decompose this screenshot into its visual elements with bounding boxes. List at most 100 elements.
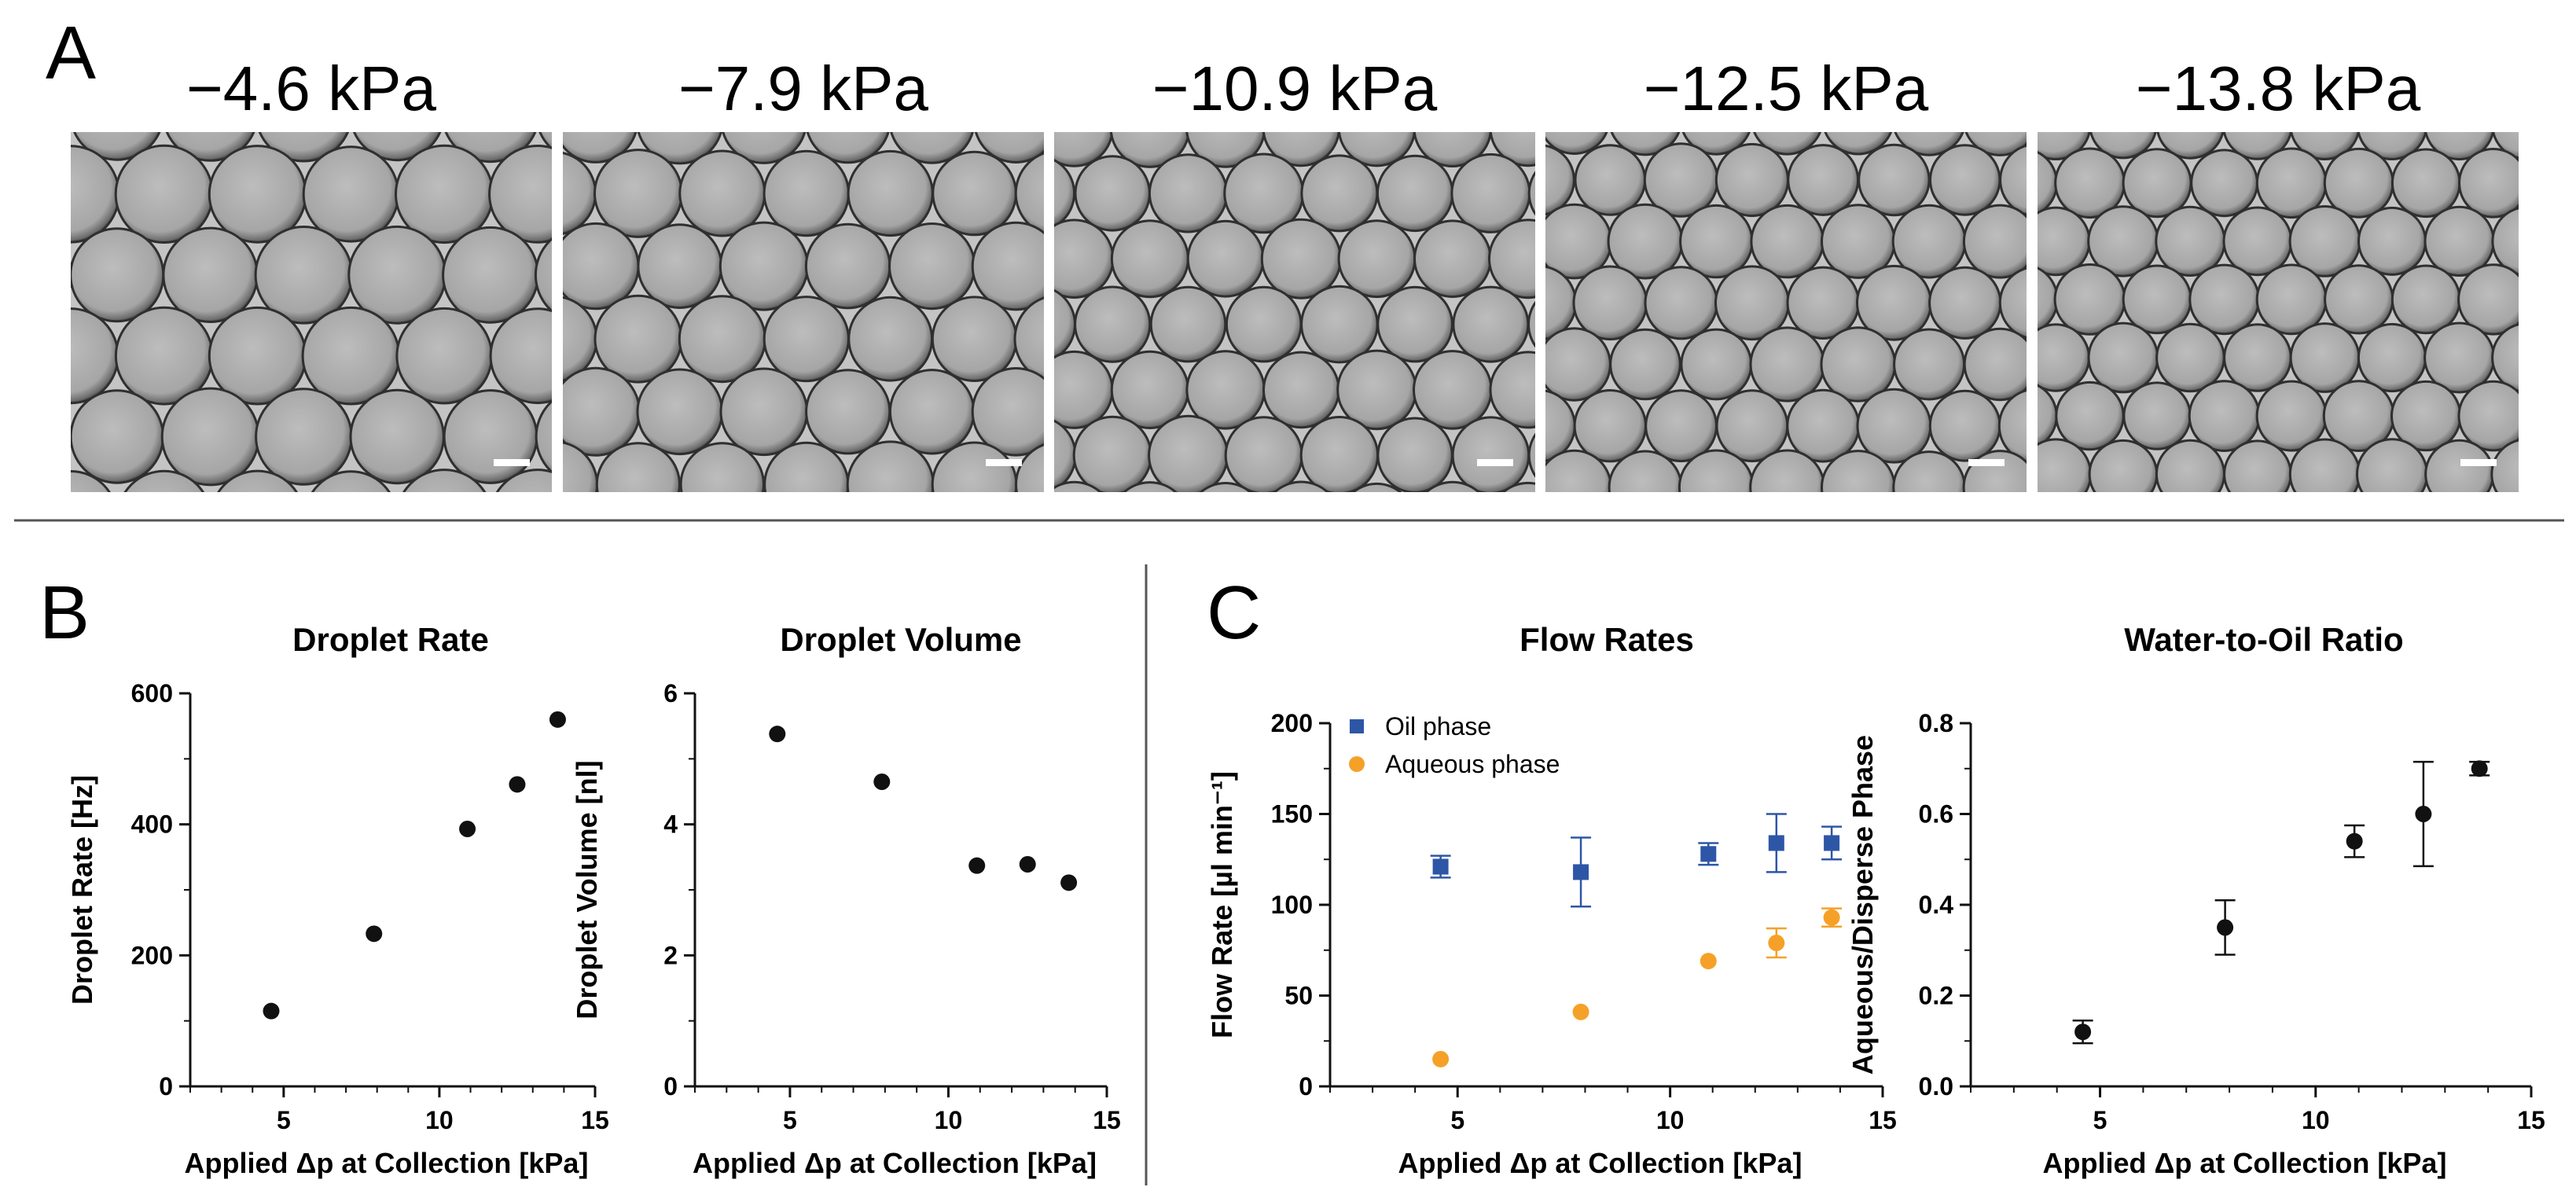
y-axis-label: Droplet Volume [nl] <box>571 760 603 1019</box>
droplet <box>1858 143 1931 217</box>
y-axis-label: Flow Rate [µl min⁻¹] <box>1206 771 1238 1038</box>
x-tick-label: 10 <box>425 1106 454 1134</box>
droplet <box>1260 218 1342 300</box>
y-tick-label: 200 <box>131 941 173 969</box>
droplet <box>2491 207 2519 276</box>
data-point <box>459 821 476 837</box>
droplet <box>71 261 73 288</box>
droplet <box>2424 439 2494 492</box>
x-axis-label: Applied Δp at Collection [kPa] <box>1398 1147 1802 1179</box>
droplet <box>847 149 934 237</box>
droplet <box>2122 381 2192 450</box>
droplet <box>971 367 1044 457</box>
droplet <box>2038 438 2093 492</box>
x-tick-label: 10 <box>1656 1106 1685 1134</box>
droplet <box>2288 438 2361 492</box>
droplet <box>2188 380 2261 452</box>
series-droplet-rate <box>263 711 566 1020</box>
droplet <box>1054 219 1115 299</box>
droplet <box>1962 204 2027 279</box>
data-point <box>263 1002 280 1020</box>
droplet <box>2055 380 2125 451</box>
droplet <box>1928 266 2002 340</box>
y-tick-label: 6 <box>663 679 678 707</box>
series-aqueous-phase <box>1432 907 1843 1068</box>
series-droplet-volume <box>769 726 1078 891</box>
y-tick-label: 0 <box>159 1072 173 1101</box>
droplet <box>1376 154 1454 233</box>
data-point <box>2074 1023 2092 1041</box>
data-point <box>2471 760 2488 777</box>
y-tick-label: 400 <box>131 810 173 839</box>
droplet <box>2038 132 2091 160</box>
series-oil-phase <box>1430 813 1843 908</box>
droplet <box>1351 482 1402 492</box>
x-tick-label: 5 <box>1450 1106 1464 1134</box>
droplet <box>1821 450 1896 492</box>
droplet <box>1715 389 1789 463</box>
droplet <box>2424 132 2495 161</box>
droplet <box>2255 263 2328 336</box>
droplet <box>805 369 891 455</box>
droplet <box>719 367 809 457</box>
x-tick-label: 15 <box>1093 1106 1121 1134</box>
droplet <box>890 132 974 164</box>
droplet <box>2491 323 2519 392</box>
droplet <box>255 388 353 486</box>
data-point <box>1700 846 1717 862</box>
panel-letter-c: C <box>1207 571 1261 655</box>
droplet <box>1714 142 1789 218</box>
data-point <box>1432 1050 1450 1068</box>
droplet <box>1413 132 1492 167</box>
x-tick-label: 15 <box>2517 1106 2545 1134</box>
droplet <box>535 399 552 474</box>
droplet <box>1338 132 1416 167</box>
droplet <box>1413 350 1493 430</box>
droplet <box>71 428 72 445</box>
y-tick-label: 0.2 <box>1919 982 1953 1010</box>
legend-marker <box>1349 756 1365 772</box>
droplet <box>763 149 851 237</box>
droplet <box>1262 132 1340 167</box>
droplet <box>442 226 539 324</box>
droplet <box>1072 415 1152 492</box>
panel-letter-a: A <box>46 11 96 95</box>
micrograph-label: −12.5 kPa <box>1644 53 1929 123</box>
droplet <box>2156 132 2225 160</box>
droplet <box>1376 417 1453 492</box>
chart-title: Water-to-Oil Ratio <box>2124 621 2403 658</box>
legend: Oil phase Aqueous phase <box>1349 712 1560 778</box>
droplet <box>1273 480 1329 492</box>
y-tick-label: 150 <box>1271 800 1313 829</box>
droplet <box>2155 322 2225 393</box>
chart-title: Droplet Volume <box>780 621 1021 658</box>
droplet <box>1424 480 1481 492</box>
droplet <box>2122 264 2192 335</box>
droplet <box>1014 152 1044 235</box>
data-point <box>2217 919 2234 936</box>
droplet <box>1015 443 1044 492</box>
droplet <box>1644 266 1718 340</box>
droplet <box>2155 439 2225 492</box>
droplet <box>1054 132 1114 167</box>
data-point <box>1700 953 1717 970</box>
droplet <box>1489 132 1535 167</box>
data-point <box>1019 856 1036 873</box>
data-point <box>1768 935 1785 952</box>
droplet <box>1148 153 1229 233</box>
droplet <box>1572 265 1648 341</box>
micrograph-label: −10.9 kPa <box>1152 53 1438 123</box>
droplet <box>2122 148 2192 219</box>
droplet <box>1013 296 1044 382</box>
droplet <box>160 387 260 487</box>
droplet <box>2357 206 2427 276</box>
y-axis-label: Droplet Rate [Hz] <box>66 775 98 1005</box>
droplet <box>1337 219 1417 299</box>
y-tick-label: 100 <box>1271 891 1313 919</box>
droplet <box>1413 219 1492 299</box>
y-tick-label: 4 <box>663 810 678 839</box>
droplet <box>974 132 1044 164</box>
droplet <box>311 470 391 492</box>
droplet <box>1786 388 1861 463</box>
